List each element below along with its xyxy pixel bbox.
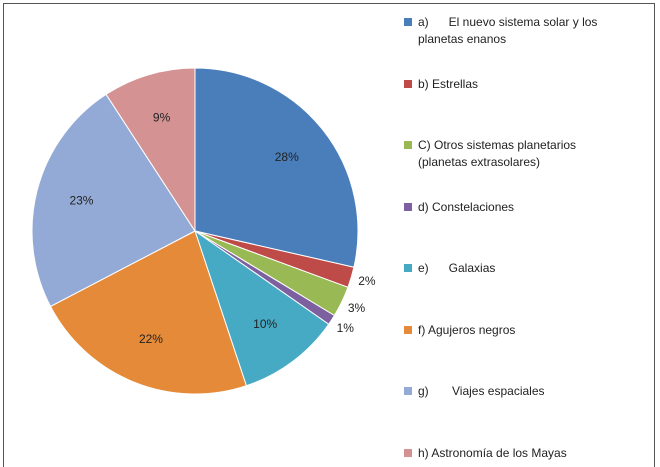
legend-item: h) Astronomía de los Mayas xyxy=(404,445,614,462)
legend-swatch xyxy=(404,79,412,88)
data-label: 9% xyxy=(153,111,171,125)
legend-item: a) El nuevo sistema solar y los planetas… xyxy=(404,14,614,48)
legend-label: b) Estrellas xyxy=(418,76,479,91)
data-label: 1% xyxy=(337,321,355,335)
legend-swatch xyxy=(404,325,412,334)
legend-swatch xyxy=(404,18,412,26)
pie-slice xyxy=(31,93,196,308)
legend-label: g) Viajes espaciales xyxy=(418,384,545,398)
data-label: 2% xyxy=(358,274,376,288)
legend-label: e) Galaxias xyxy=(418,261,496,275)
legend-swatch xyxy=(404,264,412,272)
legend-swatch xyxy=(404,448,412,457)
pie-slice xyxy=(194,229,330,387)
legend-swatch xyxy=(404,387,412,395)
data-label: 3% xyxy=(348,301,366,315)
legend-item: g) Viajes espaciales xyxy=(404,383,614,400)
legend-label: d) Constelaciones xyxy=(418,199,515,214)
legend-item: e) Galaxias xyxy=(404,260,614,277)
legend-label: a) El nuevo sistema solar y los planetas… xyxy=(418,15,601,46)
data-label: 23% xyxy=(69,193,93,207)
frame xyxy=(3,3,655,467)
legend-label: C) Otros sistemas planetarios (planetas … xyxy=(418,138,580,169)
legend-item: d) Constelaciones xyxy=(404,199,614,216)
legend-item: C) Otros sistemas planetarios (planetas … xyxy=(404,137,614,171)
legend-swatch xyxy=(404,202,412,211)
legend-label: f) Agujeros negros xyxy=(418,322,516,337)
data-label: 28% xyxy=(275,150,299,164)
legend-label: h) Astronomía de los Mayas xyxy=(418,445,567,460)
pie-slice xyxy=(194,67,359,268)
pie-slice xyxy=(105,67,196,233)
legend-item: f) Agujeros negros xyxy=(404,322,614,339)
pie-slice xyxy=(49,230,247,395)
data-label: 22% xyxy=(139,332,163,346)
data-label: 10% xyxy=(253,317,277,331)
legend-swatch xyxy=(404,141,412,149)
legend-item: b) Estrellas xyxy=(404,76,614,93)
